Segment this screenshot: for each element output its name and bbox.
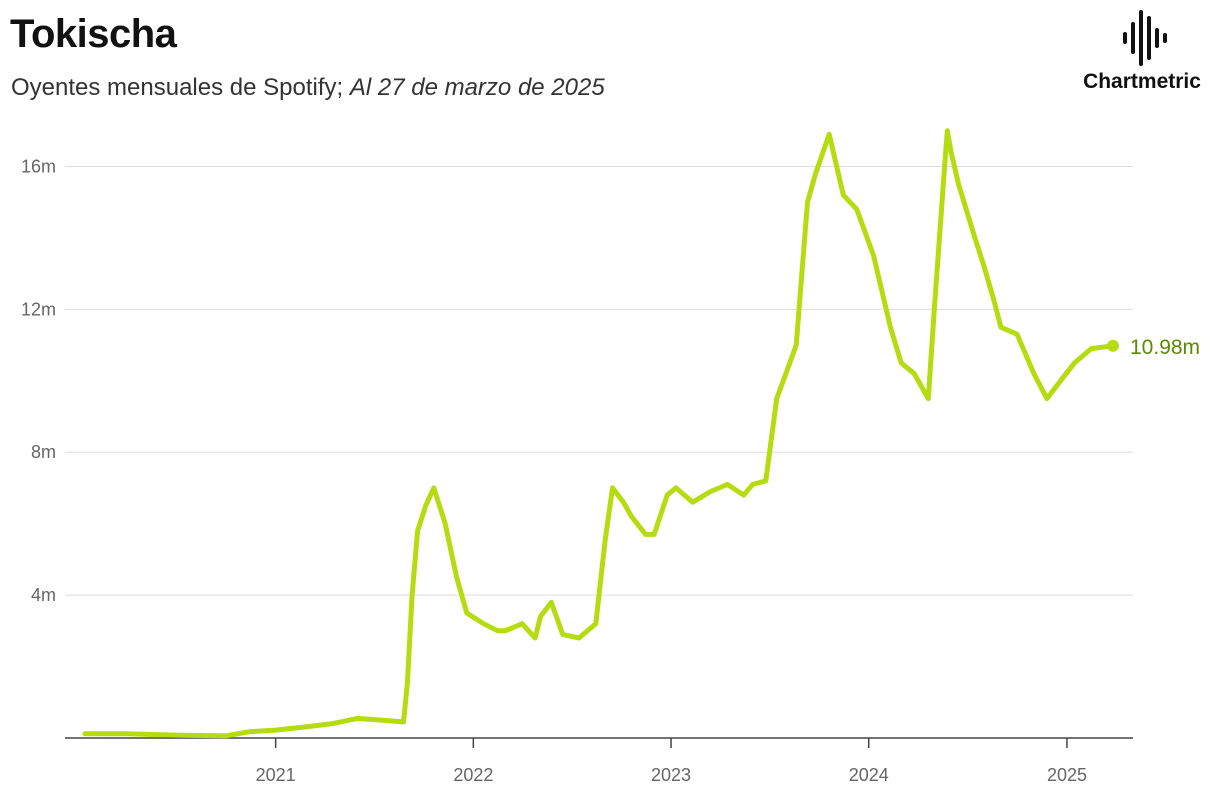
x-tick-label: 2024	[849, 765, 889, 785]
subtitle-date: Al 27 de marzo de 2025	[349, 74, 605, 101]
series-line	[82, 128, 1116, 739]
y-axis: 4m 8m 12m 16m	[21, 156, 56, 605]
x-tick-label: 2022	[453, 765, 493, 785]
x-tick-label: 2021	[256, 765, 296, 785]
chart-subtitle: Oyentes mensuales de Spotify; Al 27 de m…	[11, 74, 605, 102]
y-tick-label: 8m	[31, 442, 56, 462]
soundwave-bars-icon	[1123, 10, 1167, 66]
logo-text: Chartmetric	[1083, 70, 1201, 93]
last-point-marker	[1107, 339, 1119, 352]
y-tick-label: 4m	[31, 585, 56, 605]
chartmetric-logo: Chartmetric	[1074, 8, 1210, 98]
x-tick-label: 2023	[651, 765, 691, 785]
y-tick-label: 12m	[21, 299, 56, 319]
subtitle-text: Oyentes mensuales de Spotify;	[11, 74, 350, 101]
last-value-label: 10.98m	[1130, 336, 1200, 359]
x-tick-label: 2025	[1047, 765, 1087, 785]
x-axis: 2021 2022 2023 2024 2025	[256, 738, 1087, 785]
y-tick-label: 16m	[21, 156, 56, 176]
chart-title: Tokischa	[10, 12, 177, 56]
